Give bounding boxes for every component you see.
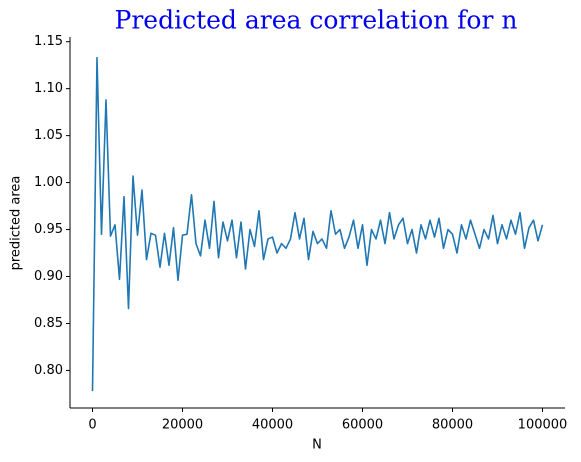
x-axis-label: N [312,438,322,453]
data-line [91,56,544,392]
y-tick-label: 0.85 [34,316,63,331]
x-tick-label: 0 [88,418,96,433]
x-tick-label: 20000 [162,418,203,433]
y-tick-label: 1.05 [34,128,63,143]
chart-title: Predicted area correlation for n [115,6,518,35]
y-tick-label: 0.95 [34,222,63,237]
y-axis-label: predicted area [9,176,24,271]
y-tick-label: 0.80 [34,363,63,378]
y-tick-label: 1.10 [34,81,63,96]
y-tick-label: 1.00 [34,175,63,190]
y-tick-label: 0.90 [34,269,63,284]
x-tick-label: 60000 [342,418,383,433]
x-tick-label: 80000 [432,418,473,433]
y-tick-label: 1.15 [34,34,63,49]
x-tick-label: 40000 [252,418,293,433]
x-tick-label: 100000 [518,418,568,433]
